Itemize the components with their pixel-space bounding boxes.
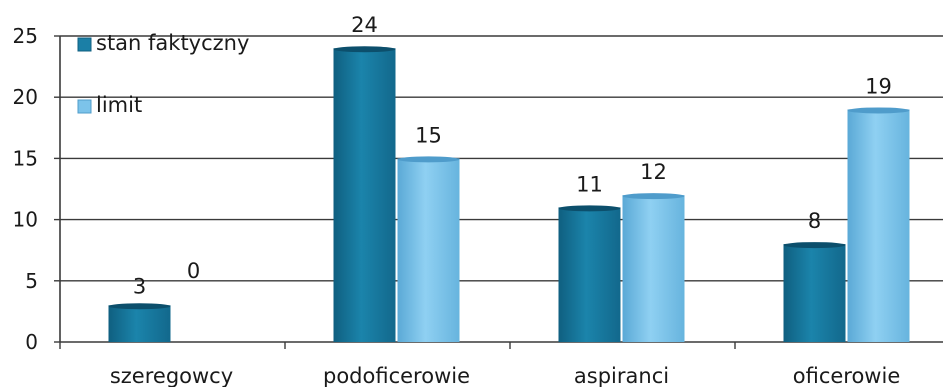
x-category-label: podoficerowie — [323, 364, 470, 387]
legend-label: limit — [96, 93, 142, 117]
x-category-label: aspiranci — [574, 364, 669, 387]
bar-0-0 — [108, 303, 171, 342]
bar-0-1 — [333, 46, 396, 343]
bar-body — [622, 195, 685, 342]
bar-0-3 — [783, 242, 846, 342]
data-label: 0 — [187, 259, 200, 283]
data-label: 3 — [133, 274, 146, 298]
y-tick-label: 10 — [13, 208, 38, 232]
bar-top-cap — [108, 303, 171, 310]
bar-top-cap — [783, 242, 846, 249]
legend-swatch — [77, 99, 92, 114]
data-label: 15 — [415, 123, 442, 147]
data-label: 12 — [640, 160, 667, 184]
bar-top-cap — [397, 156, 460, 163]
data-labels: 3 24 11 8 0 15 12 19 — [133, 13, 892, 298]
y-tick-label: 5 — [25, 269, 38, 293]
axes: 0 5 10 15 20 25 szeregowcy podoficerowie aspiran… — [13, 24, 943, 388]
bar-body — [108, 305, 171, 342]
bar-1-2 — [622, 193, 685, 342]
bar-body — [333, 48, 396, 343]
bar-body — [397, 158, 460, 342]
bar-0-2 — [558, 205, 621, 342]
bar-top-cap — [333, 46, 396, 53]
x-category-label: oficerowie — [793, 364, 901, 387]
bar-1-1 — [397, 156, 460, 342]
bar-body — [847, 109, 910, 342]
bar-body — [558, 207, 621, 342]
y-tick-label: 15 — [13, 146, 38, 170]
y-tick-label: 0 — [25, 330, 38, 354]
bars — [108, 46, 910, 343]
data-label: 8 — [808, 209, 821, 233]
bar-body — [783, 244, 846, 342]
legend: stan faktyczny limit — [77, 31, 249, 117]
legend-swatch — [77, 37, 92, 52]
y-tick-label: 25 — [13, 24, 38, 48]
data-label: 24 — [351, 13, 378, 37]
data-label: 11 — [576, 172, 603, 196]
x-category-label: szeregowcy — [110, 364, 233, 387]
bar-1-3 — [847, 107, 910, 342]
data-label: 19 — [865, 74, 892, 98]
y-tick-label: 20 — [13, 85, 38, 109]
bar-top-cap — [622, 193, 685, 200]
legend-label: stan faktyczny — [96, 31, 249, 55]
bar-top-cap — [847, 107, 910, 114]
bar-top-cap — [558, 205, 621, 212]
